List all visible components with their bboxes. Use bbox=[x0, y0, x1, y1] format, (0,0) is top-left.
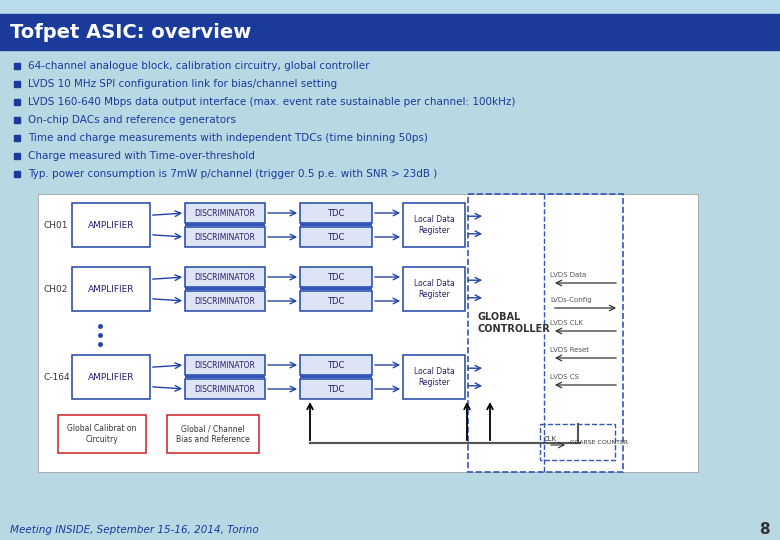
Bar bbox=[14, 81, 20, 87]
Text: Time and charge measurements with independent TDCs (time binning 50ps): Time and charge measurements with indepe… bbox=[28, 133, 428, 143]
Text: TDC: TDC bbox=[328, 233, 345, 241]
Text: LVDS CLK: LVDS CLK bbox=[550, 320, 583, 326]
Bar bbox=[72, 267, 150, 311]
Bar bbox=[72, 203, 150, 247]
Bar bbox=[72, 355, 150, 399]
Bar bbox=[300, 223, 372, 226]
Text: On-chip DACs and reference generators: On-chip DACs and reference generators bbox=[28, 115, 236, 125]
Text: CH01: CH01 bbox=[44, 220, 69, 230]
Text: TDC: TDC bbox=[328, 208, 345, 218]
Text: LVDS Data: LVDS Data bbox=[550, 272, 587, 278]
Bar bbox=[185, 203, 265, 223]
Bar bbox=[14, 117, 20, 123]
Text: DISCRIMINATOR: DISCRIMINATOR bbox=[194, 208, 255, 218]
Text: 64-channel analogue block, calibration circuitry, global controller: 64-channel analogue block, calibration c… bbox=[28, 61, 370, 71]
Text: C-164: C-164 bbox=[44, 373, 71, 381]
Bar bbox=[58, 415, 146, 453]
Bar bbox=[300, 203, 372, 223]
Bar bbox=[300, 355, 372, 375]
Bar bbox=[185, 291, 265, 311]
Bar bbox=[300, 291, 372, 311]
Text: DISCRIMINATOR: DISCRIMINATOR bbox=[194, 296, 255, 306]
Bar bbox=[185, 287, 265, 290]
Text: CLK: CLK bbox=[544, 436, 557, 442]
Bar bbox=[14, 153, 20, 159]
Bar bbox=[185, 223, 265, 226]
Bar bbox=[0, 0, 780, 14]
Text: Tofpet ASIC: overview: Tofpet ASIC: overview bbox=[10, 23, 251, 42]
Bar bbox=[0, 14, 780, 50]
Bar bbox=[300, 267, 372, 287]
Bar bbox=[403, 203, 465, 247]
Bar bbox=[300, 227, 372, 247]
Bar bbox=[14, 171, 20, 177]
Text: TDC: TDC bbox=[328, 384, 345, 394]
Bar bbox=[300, 379, 372, 399]
Bar bbox=[468, 194, 623, 472]
Bar bbox=[14, 135, 20, 141]
Text: CH02: CH02 bbox=[44, 285, 69, 294]
Text: Meeting INSIDE, September 15-16, 2014, Torino: Meeting INSIDE, September 15-16, 2014, T… bbox=[10, 525, 259, 535]
Bar bbox=[300, 375, 372, 378]
Text: Global Calibrat on
Circuitry: Global Calibrat on Circuitry bbox=[67, 424, 136, 444]
Text: LVDs-Config: LVDs-Config bbox=[550, 297, 591, 303]
Text: TDC: TDC bbox=[328, 296, 345, 306]
Text: Charge measured with Time-over-threshold: Charge measured with Time-over-threshold bbox=[28, 151, 255, 161]
Text: TDC: TDC bbox=[328, 361, 345, 369]
Text: AMPLIFIER: AMPLIFIER bbox=[87, 285, 134, 294]
Text: DISCRIMINATOR: DISCRIMINATOR bbox=[194, 384, 255, 394]
Text: DISCRIMINATOR: DISCRIMINATOR bbox=[194, 273, 255, 281]
Text: Local Data
Register: Local Data Register bbox=[413, 279, 455, 299]
Bar bbox=[167, 415, 259, 453]
Bar bbox=[185, 227, 265, 247]
Text: Local Data
Register: Local Data Register bbox=[413, 215, 455, 235]
Text: LVDS CS: LVDS CS bbox=[550, 374, 579, 380]
Text: LVDS 10 MHz SPI configuration link for bias/channel setting: LVDS 10 MHz SPI configuration link for b… bbox=[28, 79, 337, 89]
Text: LVDS Reset: LVDS Reset bbox=[550, 347, 589, 353]
Text: LVDS 160-640 Mbps data output interface (max. event rate sustainable per channel: LVDS 160-640 Mbps data output interface … bbox=[28, 97, 516, 107]
Text: AMPLIFIER: AMPLIFIER bbox=[87, 220, 134, 230]
Bar bbox=[38, 194, 698, 472]
Text: Global / Channel
Bias and Reference: Global / Channel Bias and Reference bbox=[176, 424, 250, 444]
Bar bbox=[14, 99, 20, 105]
Text: DISCRIMINATOR: DISCRIMINATOR bbox=[194, 233, 255, 241]
Bar bbox=[185, 355, 265, 375]
Text: GLOBAL
CONTROLLER: GLOBAL CONTROLLER bbox=[478, 312, 551, 334]
Bar bbox=[14, 63, 20, 69]
Text: AMPLIFIER: AMPLIFIER bbox=[87, 373, 134, 381]
Bar bbox=[185, 267, 265, 287]
Text: TDC: TDC bbox=[328, 273, 345, 281]
Text: DISCRIMINATOR: DISCRIMINATOR bbox=[194, 361, 255, 369]
Text: 8: 8 bbox=[760, 523, 770, 537]
Text: COARSE COUNTER: COARSE COUNTER bbox=[570, 440, 628, 444]
Bar bbox=[185, 375, 265, 378]
Bar bbox=[540, 424, 615, 460]
Text: Typ. power consumption is 7mW p/channel (trigger 0.5 p.e. with SNR > 23dB ): Typ. power consumption is 7mW p/channel … bbox=[28, 169, 438, 179]
Bar bbox=[403, 267, 465, 311]
Bar bbox=[403, 355, 465, 399]
Bar bbox=[300, 287, 372, 290]
Bar bbox=[185, 379, 265, 399]
Text: Local Data
Register: Local Data Register bbox=[413, 367, 455, 387]
